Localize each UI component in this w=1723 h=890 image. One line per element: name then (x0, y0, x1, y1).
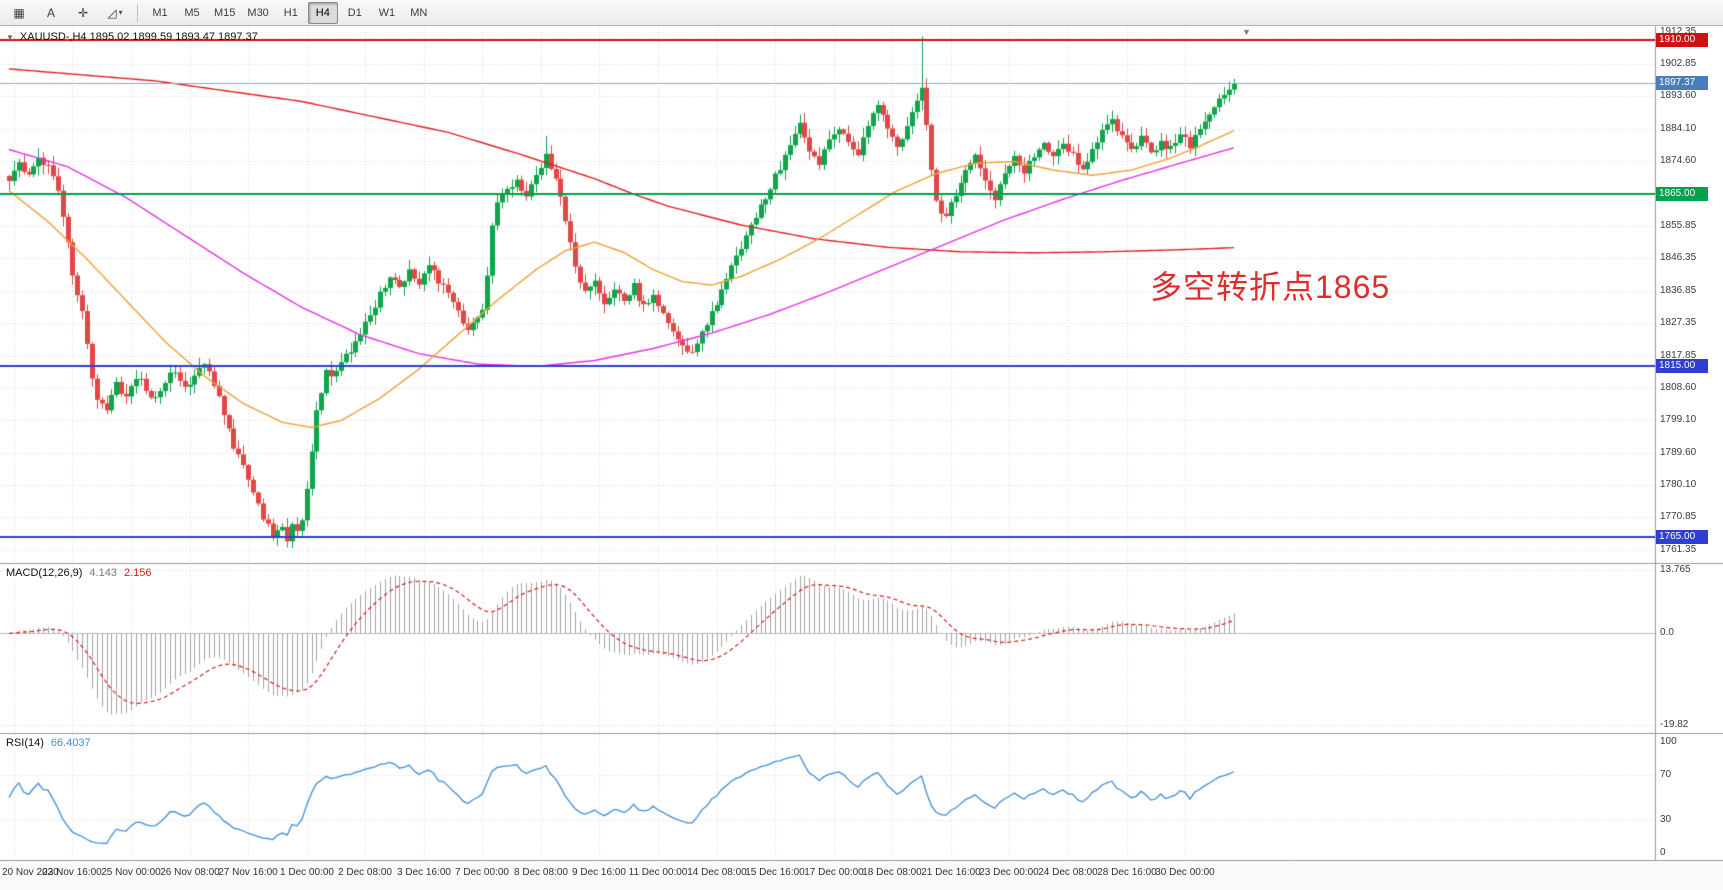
price-tick-label: 30 (1660, 814, 1672, 825)
chart-grid-icon[interactable]: ▦ (4, 2, 34, 24)
main-chart-panel[interactable] (0, 26, 1655, 563)
timeframe-buttons: M1 M5 M15 M30 H1 H4 D1 W1 MN (145, 1, 434, 24)
time-axis-label: 23 Dec 00:00 (979, 867, 1039, 878)
toolbar-icons: ▦ A ✛ ◿ ▾ (4, 2, 130, 24)
time-axis-label: 24 Dec 08:00 (1038, 867, 1098, 878)
macd-label: MACD(12,26,9) 4.143 2.156 (6, 567, 151, 579)
rsi-label: RSI(14) 66.4037 (6, 737, 91, 749)
price-tick-label: 1902.85 (1660, 58, 1697, 69)
price-tick-label: 1789.60 (1660, 447, 1697, 458)
time-axis-label: 17 Dec 00:00 (804, 867, 864, 878)
rsi-panel[interactable] (0, 733, 1655, 860)
text-tool-icon: A (46, 5, 55, 20)
chart-title: XAUUSD-,H4 1895.02 1899.59 1893.47 1897.… (19, 31, 258, 43)
draw-tools-icon: ◿ (107, 5, 117, 20)
time-axis[interactable]: 20 Nov 2020 23 Nov 16:00 25 Nov 00:00 26 No… (0, 861, 1655, 890)
time-axis-label: 25 Nov 00:00 (101, 867, 161, 878)
macd-panel[interactable] (0, 563, 1655, 733)
time-axis-label: 9 Dec 16:00 (572, 867, 626, 878)
time-axis-label: 21 Dec 16:00 (921, 867, 981, 878)
timeframe-m15-button[interactable]: M15 (214, 6, 236, 19)
time-axis-label: 30 Dec 00:00 (1155, 867, 1215, 878)
price-tick-label: 1761.35 (1660, 544, 1697, 555)
price-tick-label: 1836.85 (1660, 285, 1697, 296)
price-tick-label: 0.0 (1660, 627, 1674, 638)
dropdown-arrow-icon: ▾ (118, 8, 123, 17)
timeframe-h1-button[interactable]: H1 (283, 6, 298, 19)
price-tick-label: 1817.85 (1660, 350, 1697, 361)
price-tick-label: 1874.60 (1660, 155, 1697, 166)
crosshair-icon[interactable]: ✛ (68, 2, 98, 24)
time-axis-label: 8 Dec 08:00 (514, 867, 568, 878)
price-tick-label: 1893.60 (1660, 90, 1697, 101)
macd-main-value: 4.143 (89, 567, 117, 579)
price-badge: 1910.00 (1656, 33, 1708, 47)
macd-signal-value: 2.156 (123, 567, 152, 579)
price-badge: 1815.00 (1656, 359, 1708, 373)
price-tick-label: -19.82 (1660, 719, 1689, 730)
price-tick-label: 100 (1660, 736, 1677, 747)
time-axis-label: 15 Dec 16:00 (745, 867, 805, 878)
chart-shift-marker-icon[interactable]: ▼ (1242, 27, 1251, 37)
chart-annotation-text: 多空转折点1865 (1150, 269, 1391, 305)
toolbar: ▦ A ✛ ◿ ▾ M1 M5 M15 M30 H1 H4 D1 W1 MN (0, 0, 1723, 26)
price-tick-label: 1808.60 (1660, 382, 1697, 393)
price-badge: 1765.00 (1656, 530, 1708, 544)
price-tick-label: 1855.85 (1660, 220, 1697, 231)
timeframe-m1-button[interactable]: M1 (152, 6, 168, 19)
timeframe-h4-button[interactable]: H4 (307, 1, 338, 24)
draw-tools-icon[interactable]: ◿ ▾ (100, 2, 130, 24)
timeframe-m5-button[interactable]: M5 (184, 6, 200, 19)
text-tool-icon[interactable]: A (36, 2, 66, 24)
chart-grid-icon: ▦ (13, 5, 25, 20)
price-tick-label: 1912.35 (1660, 26, 1697, 37)
price-tick-label: 1799.10 (1660, 414, 1697, 425)
collapse-arrow-icon[interactable]: ▼ (6, 32, 14, 42)
price-badge: 1897.37 (1656, 76, 1708, 90)
price-tick-label: 0 (1660, 847, 1666, 858)
crosshair-icon: ✛ (77, 5, 89, 20)
timeframe-d1-button[interactable]: D1 (347, 6, 362, 19)
time-axis-label: 18 Dec 08:00 (862, 867, 922, 878)
price-tick-label: 70 (1660, 769, 1672, 780)
time-axis-label: 7 Dec 00:00 (455, 867, 509, 878)
time-axis-label: 2 Dec 08:00 (338, 867, 392, 878)
time-axis-label: 26 Nov 08:00 (160, 867, 220, 878)
time-axis-label: 11 Dec 00:00 (628, 867, 688, 878)
time-axis-label: 27 Nov 16:00 (218, 867, 278, 878)
price-tick-label: 1827.35 (1660, 317, 1697, 328)
chart-title-row: ▼ XAUUSD-,H4 1895.02 1899.59 1893.47 189… (6, 31, 258, 43)
time-axis-label: 20 Nov 2020 (2, 867, 59, 878)
price-tick-label: 1770.85 (1660, 511, 1697, 522)
timeframe-mn-button[interactable]: MN (410, 6, 428, 19)
price-tick-label: 1846.35 (1660, 252, 1697, 263)
toolbar-separator (137, 3, 138, 22)
price-tick-label: 1780.10 (1660, 479, 1697, 490)
price-badge: 1865.00 (1656, 187, 1708, 201)
time-axis-label: 28 Dec 16:00 (1097, 867, 1157, 878)
macd-name: MACD(12,26,9) (6, 567, 83, 579)
time-axis-label: 14 Dec 08:00 (687, 867, 747, 878)
rsi-name: RSI(14) (6, 737, 44, 749)
timeframe-w1-button[interactable]: W1 (378, 6, 396, 19)
price-tick-label: 1884.10 (1660, 123, 1697, 134)
time-axis-label: 3 Dec 16:00 (397, 867, 451, 878)
price-axis[interactable]: 1912.35 1902.85 1893.60 1884.10 1874.60 1855.… (1656, 0, 1723, 890)
timeframe-m30-button[interactable]: M30 (247, 6, 269, 19)
rsi-value: 66.4037 (50, 737, 91, 749)
time-axis-label: 1 Dec 00:00 (280, 867, 334, 878)
time-axis-label: 23 Nov 16:00 (42, 867, 102, 878)
price-tick-label: 13.765 (1660, 564, 1691, 575)
